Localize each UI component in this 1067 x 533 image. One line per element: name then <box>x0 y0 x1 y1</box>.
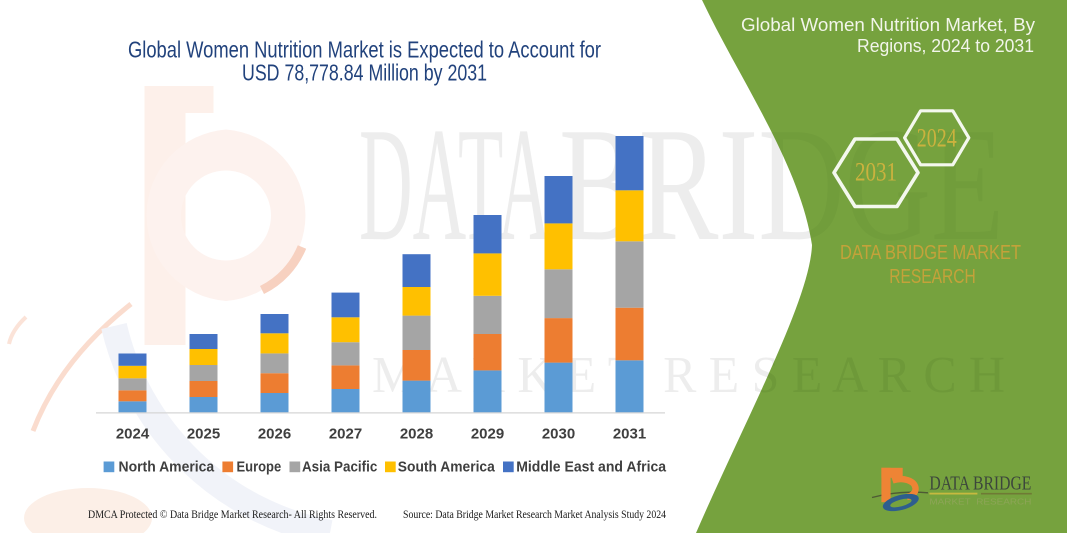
svg-text:Regions, 2024 to 2031: Regions, 2024 to 2031 <box>857 36 1034 56</box>
svg-text:2025: 2025 <box>187 426 220 443</box>
svg-text:DATA BRIDGE: DATA BRIDGE <box>929 473 1031 495</box>
svg-text:Asia Pacific: Asia Pacific <box>302 459 377 476</box>
svg-text:South America: South America <box>398 459 496 476</box>
svg-text:Source: Data Bridge Market Res: Source: Data Bridge Market Research Mark… <box>403 507 666 521</box>
svg-text:2030: 2030 <box>542 426 575 443</box>
svg-text:2029: 2029 <box>471 426 504 443</box>
svg-text:2024: 2024 <box>917 124 957 153</box>
svg-text:2026: 2026 <box>258 426 291 443</box>
svg-text:Middle East and Africa: Middle East and Africa <box>516 459 667 476</box>
svg-text:2027: 2027 <box>329 426 362 443</box>
svg-text:Global Women Nutrition Market,: Global Women Nutrition Market, By <box>741 15 1035 35</box>
svg-text:DATA: DATA <box>359 95 551 275</box>
svg-text:2031: 2031 <box>855 158 897 187</box>
svg-text:USD 78,778.84 Million by 2031: USD 78,778.84 Million by 2031 <box>242 60 487 86</box>
svg-text:MARKET RESEARCH: MARKET RESEARCH <box>929 497 1031 507</box>
svg-text:North America: North America <box>119 459 215 476</box>
svg-text:Europe: Europe <box>237 459 282 476</box>
svg-text:DATA BRIDGE MARKET: DATA BRIDGE MARKET <box>840 242 1021 264</box>
svg-text:2028: 2028 <box>400 426 433 443</box>
svg-text:2031: 2031 <box>613 426 646 443</box>
svg-text:RESEARCH: RESEARCH <box>889 266 976 288</box>
svg-text:2024: 2024 <box>116 426 150 443</box>
svg-text:DMCA Protected © Data Bridge M: DMCA Protected © Data Bridge Market Rese… <box>88 507 377 521</box>
svg-text:Global Women Nutrition Market: Global Women Nutrition Market is Expecte… <box>128 37 601 63</box>
